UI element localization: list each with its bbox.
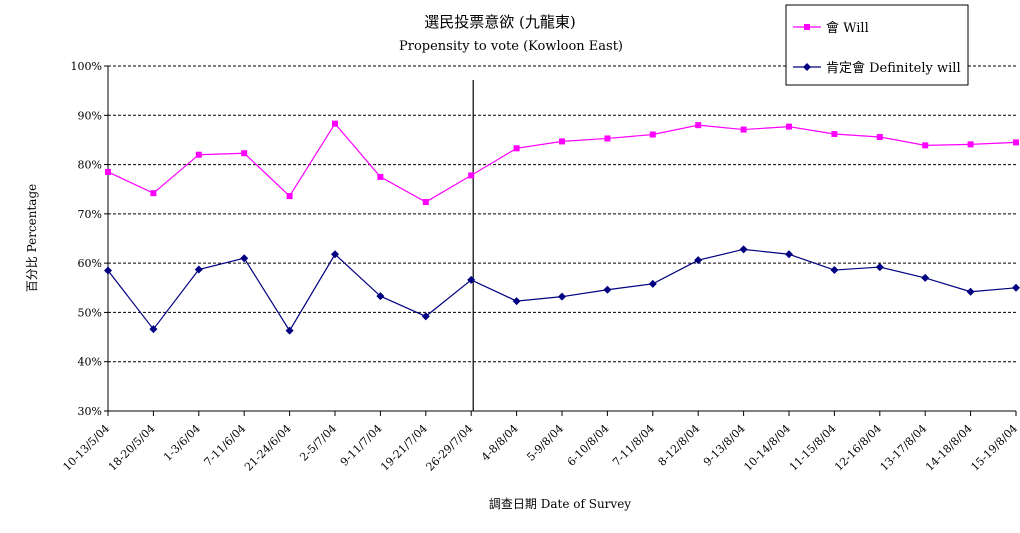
data-point (467, 275, 476, 284)
data-point (648, 279, 657, 288)
data-point (240, 254, 249, 263)
data-point (785, 250, 793, 259)
data-point (830, 266, 839, 275)
y-tick-label: 50% (78, 306, 102, 319)
data-point (559, 138, 565, 145)
y-tick-label: 40% (78, 356, 102, 369)
y-tick-label: 30% (78, 405, 102, 418)
legend-label: 會 Will (826, 21, 869, 36)
legend-marker (804, 24, 810, 30)
series-will (105, 120, 1019, 206)
x-tick-label: 14-18/8/04 (923, 422, 975, 474)
x-tick-label: 8-12/8/04 (656, 422, 703, 469)
x-tick-label: 2-5/7/04 (297, 422, 339, 464)
y-tick-label: 70% (78, 208, 102, 221)
data-point (241, 150, 248, 157)
data-point (376, 292, 385, 301)
x-tick-label: 7-11/8/04 (610, 422, 657, 469)
x-tick-label: 18-20/5/04 (106, 422, 158, 474)
data-point (740, 126, 747, 133)
grid-lines (104, 65, 1016, 412)
x-tick-label: 4-8/8/04 (479, 422, 521, 464)
data-point (468, 172, 475, 179)
data-point (377, 173, 384, 180)
legend-marker (803, 63, 811, 71)
x-tick-label: 10-14/8/04 (741, 422, 793, 474)
data-point (558, 292, 566, 301)
data-point (194, 265, 203, 274)
data-point (649, 131, 656, 138)
data-point (195, 151, 202, 158)
y-tick-label: 100% (71, 60, 102, 73)
legend-items: 會 Will 肯定會 Definitely will (793, 21, 961, 76)
x-tick-label: 6-10/8/04 (565, 422, 612, 469)
data-point (967, 141, 974, 148)
y-axis-label: 百分比 Percentage (25, 184, 39, 293)
x-tick-label: 19-21/7/04 (378, 422, 430, 474)
legend-box (785, 4, 969, 86)
x-tick-label: 5-9/8/04 (524, 422, 566, 464)
data-point (422, 199, 429, 206)
data-point (786, 123, 792, 130)
x-tick-label: 15-19/8/04 (968, 422, 1020, 474)
series-definitely-will (104, 245, 1020, 335)
x-tick-label: 12-16/8/04 (832, 422, 884, 474)
data-point (876, 133, 883, 140)
legend-entry: 會 Will (793, 21, 869, 36)
data-point (875, 263, 884, 272)
series-group (104, 120, 1020, 335)
x-tick-label: 13-17/8/04 (878, 422, 930, 474)
x-tick-label: 11-15/8/04 (787, 422, 839, 474)
data-point (1013, 139, 1019, 146)
x-tick-label: 9-13/8/04 (701, 422, 748, 469)
data-point (921, 273, 930, 282)
data-point (150, 190, 157, 197)
x-tick-label: 21-24/6/04 (242, 422, 294, 474)
data-point (421, 312, 430, 321)
data-point (922, 142, 929, 149)
x-tick-label: 26-29/7/04 (424, 422, 476, 474)
data-point (149, 325, 158, 334)
data-point (695, 122, 702, 129)
data-point (512, 297, 521, 306)
x-tick-label: 1-3/6/04 (161, 422, 203, 464)
data-point (105, 168, 111, 175)
data-point (1012, 283, 1020, 292)
chart-title: 選民投票意欲 (九龍東) (424, 13, 575, 31)
y-tick-labels: 30% 40% 50% 60% 70% 80% 90% 100% (71, 60, 102, 418)
data-point (966, 287, 975, 296)
data-point (739, 245, 748, 254)
data-point (104, 266, 112, 275)
y-tick-label: 80% (78, 159, 102, 172)
legend: 會 Will 肯定會 Definitely will (785, 4, 969, 86)
x-tick-label: 7-11/6/04 (202, 422, 249, 469)
chart-titles: 選民投票意欲 (九龍東) Propensity to vote (Kowloon… (399, 13, 623, 54)
data-point (332, 120, 338, 127)
y-tick-label: 90% (78, 109, 102, 122)
legend-label: 肯定會 Definitely will (826, 61, 961, 76)
data-point (603, 285, 612, 294)
x-tick-label: 10-13/5/04 (60, 422, 112, 474)
data-point (285, 326, 294, 335)
data-point (694, 256, 703, 265)
data-point (831, 131, 838, 138)
data-point (604, 135, 611, 142)
chart-subtitle: Propensity to vote (Kowloon East) (399, 39, 623, 54)
x-axis-label: 調查日期 Date of Survey (489, 497, 631, 511)
x-tick-label: 9-11/7/04 (338, 422, 385, 469)
legend-entry: 肯定會 Definitely will (793, 61, 961, 76)
data-point (513, 145, 520, 152)
y-tick-label: 60% (78, 257, 102, 270)
data-point (286, 193, 293, 200)
data-point (331, 250, 339, 259)
